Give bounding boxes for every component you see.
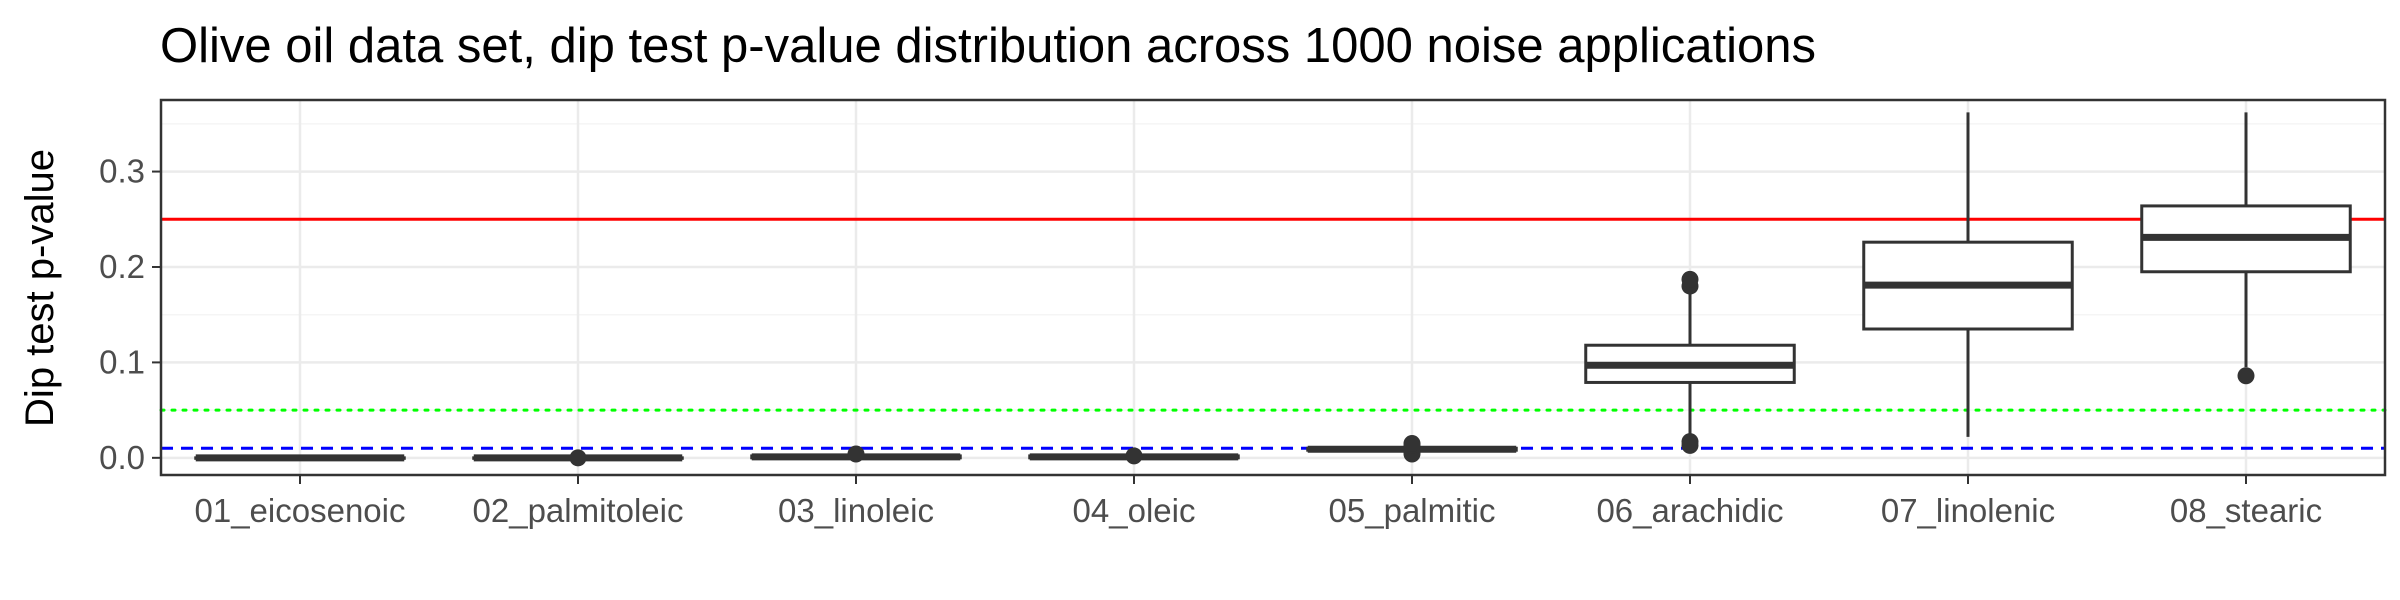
outlier-point	[1681, 270, 1699, 288]
x-tick-label: 06_arachidic	[1596, 492, 1783, 529]
y-tick-label: 0.1	[99, 343, 145, 380]
outlier-point	[847, 445, 865, 463]
y-tick-label: 0.3	[99, 153, 145, 190]
outlier-point	[2237, 367, 2255, 385]
x-tick-label: 07_linolenic	[1881, 492, 2055, 529]
boxplot	[1862, 112, 2074, 437]
x-tick-label: 04_oleic	[1073, 492, 1196, 529]
axis-ticks: 0.0 0.1 0.2 0.3 01_eicosenoic 02_palmitoleic 0…	[99, 153, 2322, 529]
y-tick-label: 0.0	[99, 439, 145, 476]
x-tick-label: 02_palmitoleic	[473, 492, 684, 529]
boxplot	[1306, 435, 1518, 463]
chart-title: Olive oil data set, dip test p-value dis…	[160, 19, 1816, 73]
y-axis-label: Dip test p-value	[18, 149, 62, 427]
boxplot	[194, 454, 406, 462]
x-tick-label: 08_stearic	[2170, 492, 2322, 529]
boxplot	[1028, 447, 1240, 465]
y-tick-label: 0.2	[99, 248, 145, 285]
outlier-point	[1125, 447, 1143, 465]
boxplot	[1584, 270, 1796, 454]
reference-lines	[159, 217, 2387, 450]
boxplot	[2140, 112, 2352, 385]
x-tick-label: 01_eicosenoic	[195, 492, 406, 529]
outlier-point	[569, 449, 587, 467]
x-tick-label: 05_palmitic	[1329, 492, 1496, 529]
boxplots	[194, 112, 2352, 467]
x-tick-label: 03_linoleic	[778, 492, 934, 529]
outlier-point	[1681, 433, 1699, 451]
panel-border	[159, 98, 2387, 477]
boxplot	[750, 445, 962, 463]
outlier-point	[1403, 435, 1421, 453]
boxplot	[472, 449, 684, 467]
